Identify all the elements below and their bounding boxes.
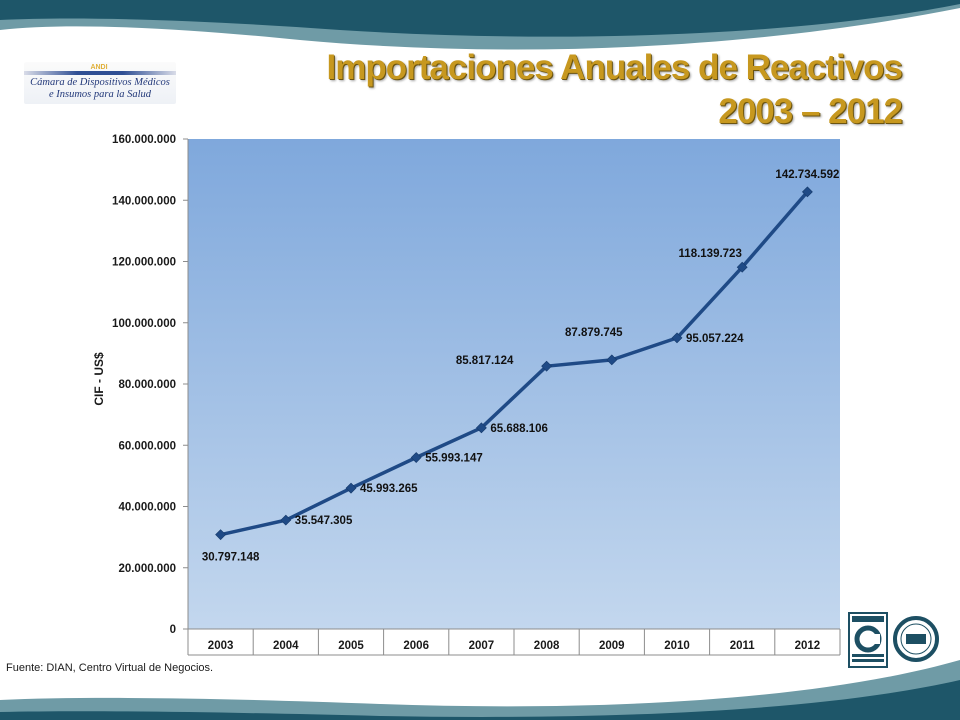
y-tick-label: 20.000.000 <box>118 563 176 575</box>
x-tick-label: 2008 <box>534 640 560 652</box>
logo-mark: ANDI <box>90 64 108 71</box>
y-axis-title: CIF - US$ <box>92 352 106 406</box>
data-label: 142.734.592 <box>775 169 839 181</box>
data-label: 118.139.723 <box>679 248 742 260</box>
y-tick-label: 80.000.000 <box>118 379 176 391</box>
y-tick-label: 40.000.000 <box>118 502 176 514</box>
iqnet-certification-icon <box>893 616 939 662</box>
data-label: 45.993.265 <box>360 483 418 495</box>
data-label: 65.688.106 <box>490 423 548 435</box>
data-point-marker <box>345 482 357 494</box>
data-label: 55.993.147 <box>425 453 483 465</box>
data-label: 30.797.148 <box>202 552 260 564</box>
x-tick-label: 2003 <box>208 640 234 652</box>
y-tick-label: 140.000.000 <box>112 195 176 207</box>
data-label: 35.547.305 <box>295 515 353 527</box>
y-tick-label: 60.000.000 <box>118 440 176 452</box>
data-point-marker <box>801 186 813 198</box>
data-point-marker <box>410 452 422 463</box>
data-label: 85.817.124 <box>456 355 514 367</box>
series-line <box>220 190 809 537</box>
data-point-marker <box>671 332 683 344</box>
top-banner-dark <box>0 0 960 37</box>
bottom-banner <box>0 660 960 720</box>
data-label: 95.057.224 <box>686 333 744 345</box>
data-point-marker <box>280 514 292 526</box>
y-tick-label: 120.000.000 <box>112 257 176 269</box>
plot-area <box>188 139 840 629</box>
series-group <box>215 186 813 541</box>
andi-logo: ANDI Cámara de Dispositivos Médicos e In… <box>24 62 176 104</box>
logo-line-2: e Insumos para la Salud <box>48 89 152 100</box>
x-tick-label: 2010 <box>664 640 690 652</box>
title-line-2: 2003 – 2012 <box>718 92 903 131</box>
data-point-marker <box>215 529 227 541</box>
axes: 0 20.000.000 40.000.000 60.000.000 80.000.00… <box>92 134 841 656</box>
x-tick-label: 2006 <box>403 640 429 652</box>
x-tick-label: 2004 <box>273 640 299 652</box>
data-point-marker <box>606 354 618 366</box>
logo-line-1: Cámara de Dispositivos Médicos <box>30 77 170 88</box>
data-labels: 30.797.148 35.547.305 45.993.265 55.993.147… <box>202 169 840 564</box>
x-tick-label: 2009 <box>599 640 625 652</box>
data-label: 87.879.745 <box>565 327 623 339</box>
data-point-marker <box>475 422 487 434</box>
y-tick-label: 100.000.000 <box>112 318 176 330</box>
bottom-banner-dark <box>0 680 960 720</box>
slide-title: Importaciones Anuales de Reactivos 2003 … <box>326 46 903 134</box>
y-tick-label: 160.000.000 <box>112 134 176 146</box>
x-tick-label: 2005 <box>338 640 364 652</box>
title-line-1: Importaciones Anuales de Reactivos <box>326 48 903 87</box>
icontec-certification-icon <box>848 612 888 668</box>
x-tick-label: 2007 <box>469 640 495 652</box>
logo-bar <box>24 71 176 75</box>
y-tick-label: 0 <box>170 624 176 636</box>
data-point-marker <box>736 261 748 273</box>
x-tick-label: 2011 <box>730 640 756 652</box>
data-point-marker <box>541 360 553 372</box>
x-tick-label: 2012 <box>795 640 821 652</box>
source-note: Fuente: DIAN, Centro Virtual de Negocios… <box>6 662 214 674</box>
